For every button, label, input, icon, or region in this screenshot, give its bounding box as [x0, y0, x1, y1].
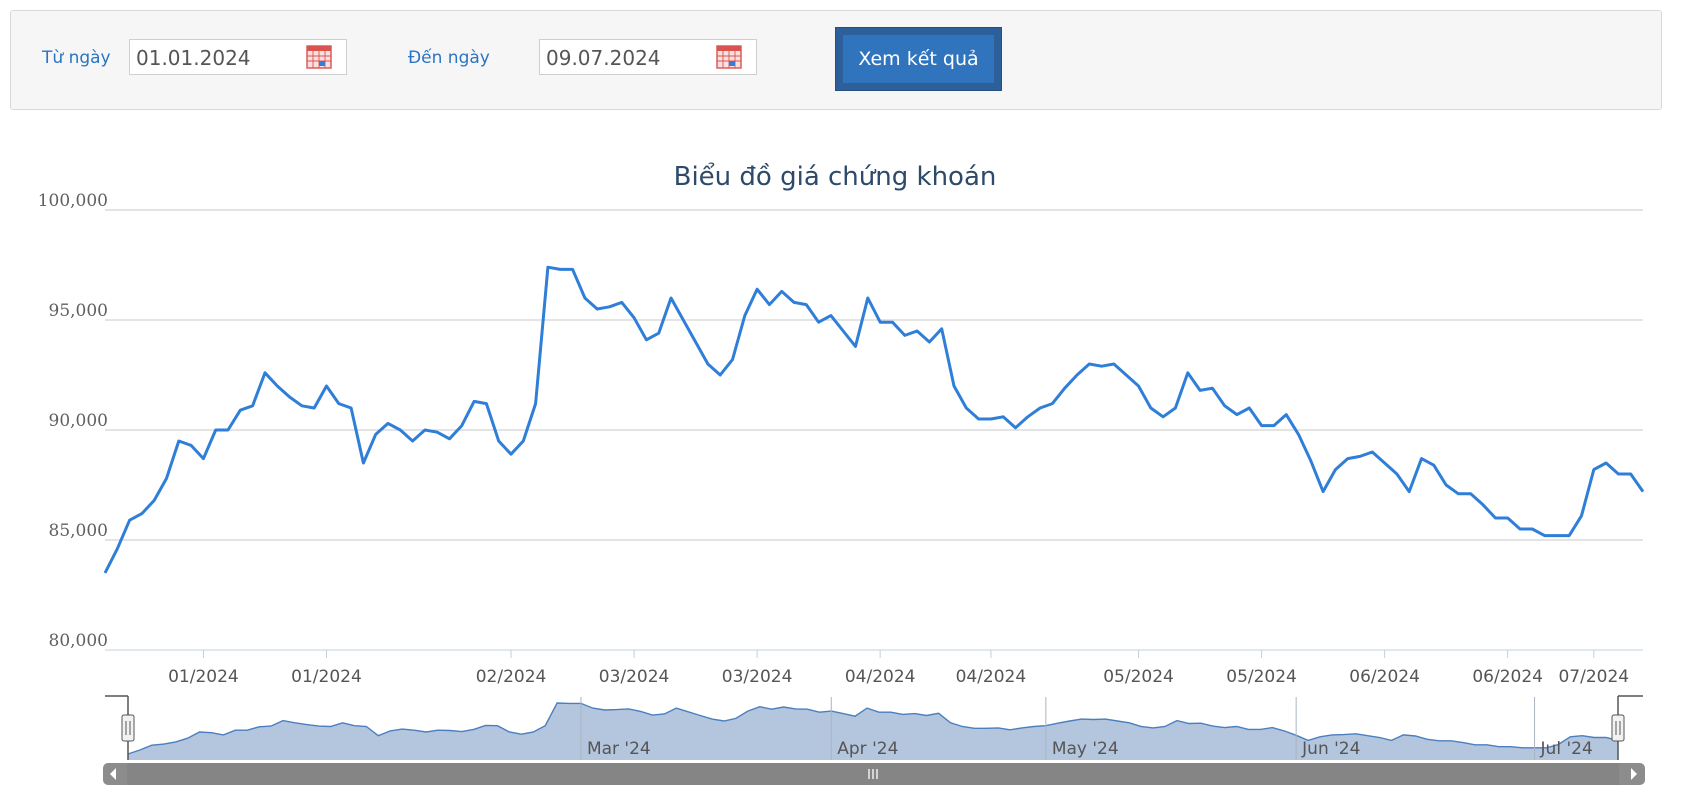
gridlines: [105, 209, 1643, 651]
navigator-label: Mar '24: [587, 739, 651, 759]
x-tick-label: 04/2024: [956, 667, 1027, 687]
stock-price-chart: Biểu đồ giá chứng khoán 100,000 95,000 90,…: [38, 161, 1645, 785]
x-tick-label: 02/2024: [476, 667, 547, 687]
price-series: [103, 265, 1645, 574]
view-results-button[interactable]: Xem kết quả: [843, 35, 994, 83]
x-tick-label: 06/2024: [1472, 667, 1543, 687]
navigator-area: [128, 703, 1618, 760]
x-tick-label: 03/2024: [722, 667, 793, 687]
scroll-right-icon[interactable]: [1631, 768, 1637, 780]
y-tick-label: 80,000: [49, 631, 108, 651]
to-date-value: 09.07.2024: [546, 46, 661, 70]
navigator-handle[interactable]: [1611, 714, 1625, 742]
date-filter-bar: Từ ngày 01.01.2024 Đến ngày 09.07.2024: [10, 10, 1662, 110]
navigator-label: May '24: [1052, 739, 1119, 759]
x-tick-label: 07/2024: [1558, 667, 1629, 687]
from-date-label: Từ ngày: [42, 48, 111, 68]
y-tick-label: 85,000: [49, 521, 108, 541]
x-tick-label: 05/2024: [1226, 667, 1297, 687]
calendar-icon[interactable]: [306, 45, 332, 69]
navigator-label: Jun '24: [1301, 739, 1360, 759]
y-tick-label: 95,000: [49, 301, 108, 321]
navigator-handle[interactable]: [121, 714, 135, 742]
chart-title: Biểu đồ giá chứng khoán: [674, 161, 997, 192]
y-axis-labels: 100,000 95,000 90,000 85,000 80,000: [38, 191, 108, 651]
x-tick-label: 01/2024: [291, 667, 362, 687]
y-tick-label: 100,000: [38, 191, 108, 211]
x-tick-label: 01/2024: [168, 667, 239, 687]
range-navigator[interactable]: Mar '24 Apr '24 May '24 Jun '24 Jul '24: [103, 695, 1645, 785]
navigator-label: Jul '24: [1540, 739, 1593, 759]
calendar-icon[interactable]: [716, 45, 742, 69]
x-tick-label: 05/2024: [1103, 667, 1174, 687]
from-date-input[interactable]: 01.01.2024: [129, 39, 347, 75]
navigator-line: [127, 702, 1619, 755]
y-tick-label: 90,000: [49, 411, 108, 431]
x-axis-labels: 01/2024 01/2024 02/2024 03/2024 03/2024 04/20…: [168, 650, 1629, 687]
submit-button-frame: Xem kết quả: [835, 27, 1002, 91]
x-tick-label: 03/2024: [599, 667, 670, 687]
scroll-left-icon[interactable]: [110, 768, 116, 780]
price-line: [103, 265, 1645, 574]
from-date-value: 01.01.2024: [136, 46, 251, 70]
x-tick-label: 06/2024: [1349, 667, 1420, 687]
to-date-input[interactable]: 09.07.2024: [539, 39, 757, 75]
to-date-label: Đến ngày: [408, 48, 490, 68]
x-tick-label: 04/2024: [845, 667, 916, 687]
navigator-label: Apr '24: [837, 739, 898, 759]
